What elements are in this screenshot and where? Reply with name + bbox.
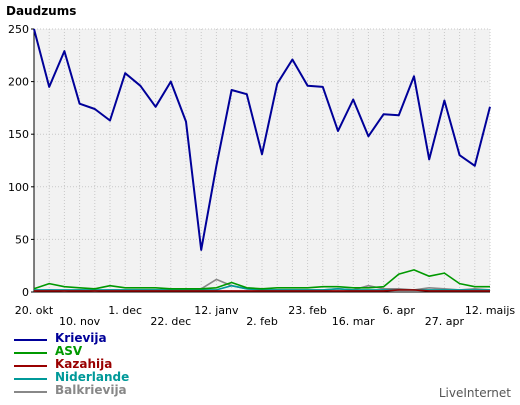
legend-label: Niderlande [55,370,130,384]
x-tick-label: 16. mar [332,315,375,328]
y-tick-label: 250 [8,23,29,36]
x-tick-label: 6. apr [383,304,416,317]
legend-label: Balkrievija [55,383,127,397]
y-tick-label: 200 [8,76,29,89]
y-tick-label: 50 [15,233,29,246]
liveinternet-brand: LiveInternet [438,386,511,400]
x-tick-label: 23. feb [288,304,327,317]
x-tick-label: 2. feb [246,315,278,328]
series-line-asv [33,269,490,290]
legend-label: Krievija [55,331,107,345]
legend-swatch [14,365,47,367]
y-tick-label: 150 [8,128,29,141]
y-tick-label: 0 [22,286,29,299]
x-tick-label: 10. nov [59,315,101,328]
legend-label: Kazahija [55,357,113,371]
y-tick-label: 100 [8,181,29,194]
series-line-kazahija [34,289,490,292]
x-tick-label: 27. apr [425,315,465,328]
x-tick-label: 22. dec [150,315,191,328]
x-tick-label: 20. okt [15,304,54,317]
y-axis-label: Daudzums [6,4,76,18]
plot-area: 0 50 100 150 200 250 20. okt 1. dec 12. janv 23. … [8,23,515,328]
legend-label: ASV [55,344,83,358]
x-tick-label: 12. janv [194,304,239,317]
legend-swatch [14,339,47,341]
legend-swatch [14,378,47,380]
series-line-krievija [33,28,491,251]
x-tick-label: 1. dec [108,304,142,317]
legend-swatch [14,391,47,393]
x-tick-label: 12. maijs [465,304,516,317]
legend-swatch [14,352,47,354]
